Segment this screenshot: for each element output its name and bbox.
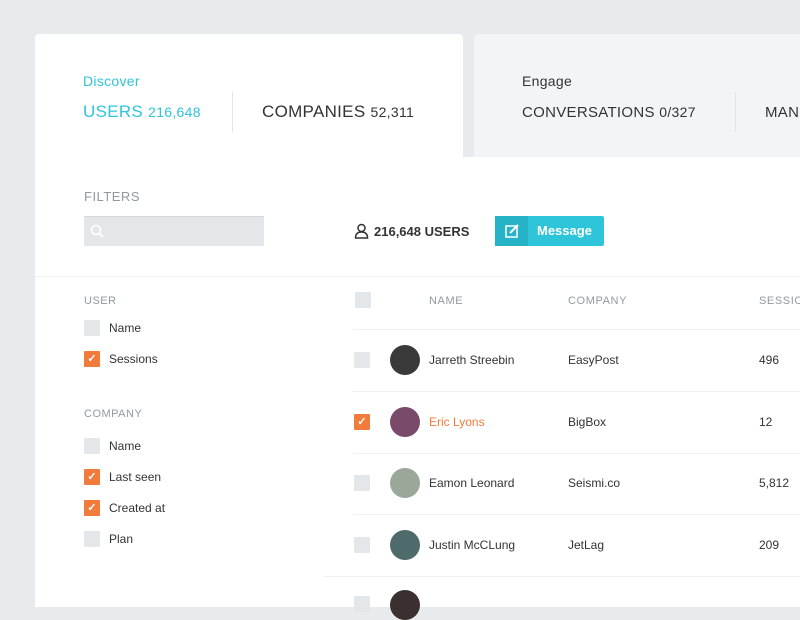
- avatar: [390, 529, 420, 560]
- tab-conversations[interactable]: CONVERSATIONS 0/327: [522, 104, 696, 121]
- search-icon: [90, 224, 104, 238]
- filters-title: FILTERS: [84, 189, 140, 204]
- user-section-title: USER: [84, 295, 117, 307]
- search-input[interactable]: [84, 216, 264, 246]
- row-checkbox[interactable]: [354, 536, 370, 553]
- user-name[interactable]: Eric Lyons: [429, 414, 485, 429]
- company-section-title: COMPANY: [84, 408, 143, 420]
- company-cell: JetLag: [568, 537, 605, 552]
- divider: [35, 276, 800, 277]
- user-name[interactable]: Justin McCLung: [429, 537, 516, 552]
- sessions-cell: 209: [759, 537, 780, 552]
- sessions-cell: 12: [759, 414, 773, 429]
- filter-checkbox[interactable]: ✓: [84, 469, 100, 485]
- row-checkbox[interactable]: [354, 475, 370, 491]
- tab-count: 52,311: [370, 104, 415, 120]
- user-count: 216,648 USERS: [374, 224, 470, 239]
- filter-label: Sessions: [109, 352, 158, 366]
- divider: [353, 329, 800, 330]
- engage-label: Engage: [522, 73, 573, 89]
- discover-label: Discover: [83, 73, 140, 89]
- filter-label: Name: [109, 439, 142, 453]
- filter-checkbox[interactable]: ✓: [84, 351, 100, 367]
- user-icon: [354, 223, 369, 239]
- filter-checkbox[interactable]: [84, 531, 100, 547]
- divider: [353, 452, 800, 454]
- divider: [353, 391, 800, 392]
- filter-label: Name: [109, 321, 142, 335]
- filter-label: Plan: [109, 532, 134, 546]
- column-header-company[interactable]: COMPANY: [568, 295, 628, 307]
- divider: [735, 92, 736, 132]
- discover-card: [35, 34, 463, 174]
- sessions-cell: 496: [759, 353, 780, 367]
- column-header-name[interactable]: NAME: [429, 295, 464, 307]
- divider: [232, 92, 233, 132]
- avatar: [390, 345, 420, 375]
- avatar: [390, 590, 420, 620]
- user-name[interactable]: Eamon Leonard: [429, 476, 515, 490]
- row-checkbox[interactable]: [354, 352, 370, 368]
- avatar: [390, 406, 420, 437]
- row-checkbox[interactable]: ✓: [354, 413, 370, 430]
- sessions-cell: 5,812: [759, 476, 790, 490]
- row-checkbox[interactable]: [354, 596, 370, 612]
- filter-checkbox[interactable]: ✓: [84, 500, 100, 516]
- filter-label: Created at: [109, 501, 166, 515]
- engage-card: [474, 34, 800, 157]
- select-all-checkbox[interactable]: [355, 292, 371, 308]
- tab-manage[interactable]: MAN: [765, 104, 800, 121]
- tab-users[interactable]: USERS 216,648: [83, 102, 201, 122]
- tab-label: CONVERSATIONS: [522, 104, 655, 121]
- tab-label: COMPANIES: [262, 102, 366, 121]
- message-button[interactable]: Message: [495, 216, 604, 246]
- tab-count: 0/327: [659, 104, 696, 120]
- company-cell: BigBox: [568, 414, 607, 429]
- divider: [323, 575, 800, 577]
- tab-count: 216,648: [148, 104, 201, 120]
- filter-checkbox[interactable]: [84, 438, 100, 454]
- column-header-sessions[interactable]: SESSIO: [759, 295, 800, 307]
- tab-label: USERS: [83, 102, 144, 121]
- filter-label: Last seen: [109, 470, 162, 484]
- compose-icon: [505, 224, 519, 238]
- company-cell: EasyPost: [568, 353, 619, 367]
- message-label: Message: [537, 223, 592, 238]
- filter-checkbox[interactable]: [84, 320, 100, 336]
- user-name[interactable]: Jarreth Streebin: [429, 353, 515, 367]
- avatar: [390, 468, 420, 498]
- divider: [353, 514, 800, 515]
- company-cell: Seismi.co: [568, 476, 621, 490]
- tab-companies[interactable]: COMPANIES 52,311: [262, 102, 414, 122]
